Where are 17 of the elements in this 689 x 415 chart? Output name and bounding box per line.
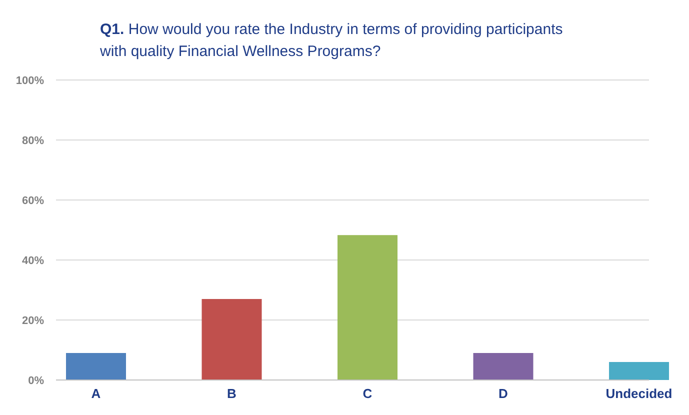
- y-tick-label: 20%: [22, 314, 44, 327]
- y-tick-label: 80%: [22, 134, 44, 147]
- y-tick-label: 60%: [22, 194, 44, 207]
- bar: [338, 235, 398, 380]
- x-tick-label: D: [498, 386, 508, 401]
- y-tick-label: 100%: [16, 74, 44, 87]
- chart-title: Q1. How would you rate the Industry in terms of providing participants with quality Financial Wellness Programs?: [99, 21, 563, 60]
- bar: [609, 362, 669, 380]
- bar: [473, 353, 534, 380]
- bar: [202, 299, 262, 380]
- y-tick-label: 40%: [22, 254, 44, 267]
- bar: [66, 353, 126, 380]
- x-tick-label: A: [91, 386, 102, 401]
- y-tick-label: 0%: [28, 374, 44, 387]
- x-tick-label: C: [362, 386, 373, 401]
- x-tick-label: Undecided: [606, 386, 672, 401]
- x-tick-label: B: [227, 386, 236, 401]
